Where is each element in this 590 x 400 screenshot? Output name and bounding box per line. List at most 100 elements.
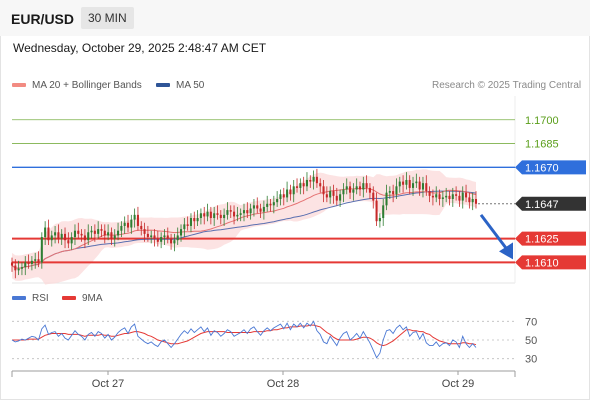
candle-body (329, 191, 332, 198)
candle-body (431, 195, 434, 198)
candle-body (428, 191, 431, 196)
candle-body (223, 214, 226, 219)
legend-ma20-label: MA 20 + Bollinger Bands (32, 80, 142, 91)
candle-body (87, 232, 90, 241)
candle-body (388, 191, 391, 193)
candle-body (279, 194, 282, 200)
candle-body (170, 238, 173, 244)
candle-body (246, 210, 249, 214)
legend-ma50: MA 50 (156, 80, 204, 92)
support-level-label: 1.1610 (525, 257, 559, 269)
bollinger-band-fill (12, 169, 476, 285)
candle-body (133, 214, 136, 220)
resistance-level-tag (515, 160, 586, 175)
rsi-tick-label: 70 (525, 316, 537, 328)
candle-body (352, 189, 355, 193)
candle-body (325, 194, 328, 198)
candle-body (130, 219, 133, 228)
candle-body (117, 230, 120, 236)
candle-body (166, 235, 169, 239)
candle-body (392, 191, 395, 195)
candles-group (10, 168, 478, 279)
current-level-label: 1.1647 (525, 199, 559, 211)
candle-body (100, 229, 103, 231)
candle-body (438, 194, 441, 200)
candle-body (236, 214, 239, 217)
candle-body (34, 259, 37, 261)
candle-body (77, 230, 80, 234)
candle-body (57, 232, 60, 239)
candle-body (471, 199, 474, 203)
support-level-tag (515, 231, 586, 246)
candle-body (292, 186, 295, 195)
target-level-label: 1.1700 (525, 115, 559, 127)
candle-body (73, 230, 76, 238)
candle-body (146, 233, 149, 238)
candle-body (93, 230, 96, 234)
candle-body (405, 179, 408, 185)
candle-body (193, 218, 196, 222)
candle-body (103, 230, 106, 236)
candle-body (183, 224, 186, 230)
candle-body (435, 194, 438, 198)
rsi-line (11, 320, 477, 359)
candle-body (233, 211, 236, 217)
candle-body (412, 183, 415, 188)
x-axis-label: Oct 27 (92, 378, 124, 390)
rsi-tick-label: 50 (525, 335, 537, 347)
candle-body (461, 192, 464, 201)
ma50-line (11, 190, 477, 269)
candle-body (302, 183, 305, 187)
rsi-swatch-icon (12, 296, 26, 301)
candle-body (140, 225, 143, 230)
candle-body (70, 237, 73, 244)
candle-body (259, 208, 262, 212)
candle-body (312, 176, 315, 182)
candle-body (213, 213, 216, 219)
candle-body (203, 213, 206, 217)
candle-body (186, 224, 189, 226)
ma20-swatch-icon (12, 83, 26, 88)
candle-body (64, 233, 67, 241)
candle-body (256, 205, 259, 209)
candle-body (47, 227, 50, 241)
legend-rsi-label: RSI (32, 293, 49, 304)
candle-body (349, 186, 352, 193)
candle-body (239, 213, 242, 215)
candle-body (309, 179, 312, 182)
candle-body (365, 183, 368, 188)
candle-body (196, 218, 199, 222)
candle-body (362, 183, 365, 190)
candle-body (189, 218, 192, 226)
candle-body (107, 232, 110, 236)
candle-body (199, 213, 202, 219)
candle-body (173, 240, 176, 244)
candle-body (335, 195, 338, 201)
candle-body (385, 192, 388, 206)
resistance-level-label: 1.1670 (525, 162, 559, 174)
candle-body (80, 233, 83, 236)
candle-body (282, 194, 285, 198)
candle-body (372, 192, 375, 201)
ma9-swatch-icon (62, 296, 76, 301)
timeframe-badge[interactable]: 30 MIN (81, 7, 134, 29)
candle-body (136, 214, 139, 226)
x-axis-label: Oct 28 (267, 378, 299, 390)
legend-ma9-label: 9MA (82, 293, 103, 304)
candle-body (272, 202, 275, 206)
candle-body (398, 181, 401, 187)
candle-body (319, 183, 322, 187)
candle-body (20, 267, 23, 269)
candle-body (150, 235, 153, 238)
candle-body (332, 191, 335, 196)
candle-body (252, 205, 255, 209)
legend-rsi: RSI (12, 293, 49, 305)
candle-body (180, 229, 183, 236)
candle-body (90, 230, 93, 233)
candle-body (305, 179, 308, 187)
candle-body (465, 192, 468, 198)
candle-body (17, 268, 20, 271)
candle-body (425, 183, 428, 192)
candle-body (355, 186, 358, 190)
